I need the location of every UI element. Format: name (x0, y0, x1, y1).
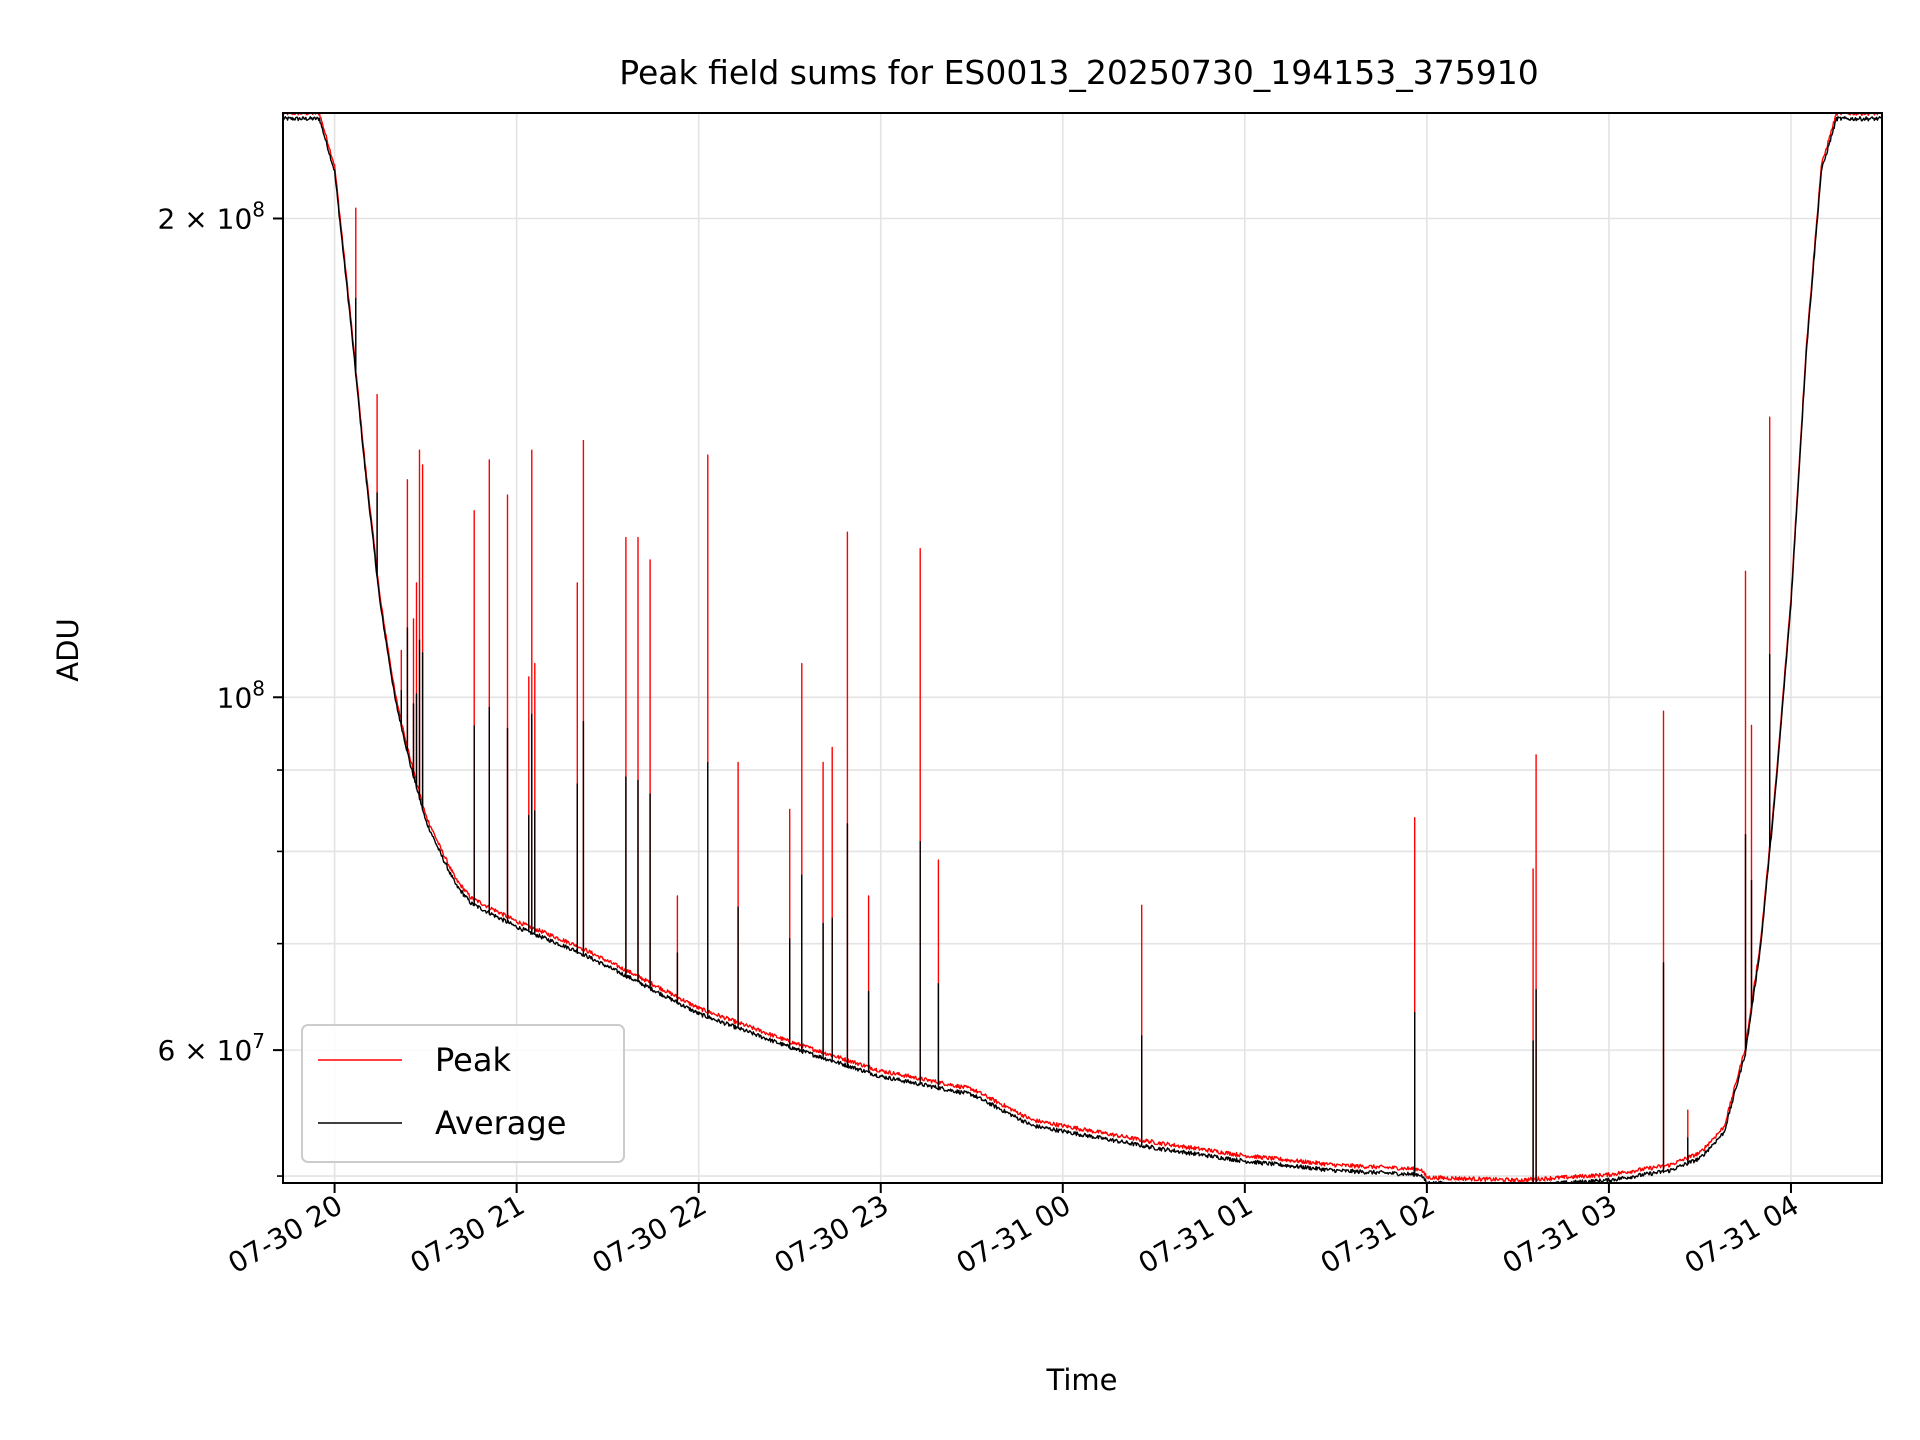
x-tick-label: 07-31 03 (1497, 1188, 1623, 1280)
x-tick-label: 07-31 02 (1315, 1188, 1441, 1280)
y-axis-label: ADU (51, 618, 85, 681)
y-tick-exponent: 7 (252, 1029, 265, 1053)
plot-frame (282, 112, 1883, 1184)
y-tick-mantissa: 10 (217, 681, 253, 714)
chart-title: Peak field sums for ES0013_20250730_1941… (619, 53, 1539, 92)
y-tick-mantissa: 2 × 10 (158, 202, 253, 235)
x-tick-label: 07-30 22 (587, 1188, 713, 1280)
x-tick-label: 07-30 20 (223, 1188, 349, 1280)
legend: Peak Average (301, 1024, 625, 1163)
x-tick-label: 07-30 23 (769, 1188, 895, 1280)
x-axis: 07-30 20 07-30 21 07-30 22 07-30 23 07-31 00… (223, 1183, 1805, 1280)
y-tick-label: 6 × 107 (158, 1029, 265, 1067)
y-tick-label: 2 × 108 (158, 197, 265, 235)
x-tick-label: 07-30 21 (405, 1188, 531, 1280)
series-line-peak (283, 113, 1880, 1183)
y-tick-exponent: 8 (252, 197, 265, 221)
x-tick-label: 07-31 01 (1133, 1188, 1259, 1280)
y-tick-exponent: 8 (252, 676, 265, 700)
y-tick-mantissa: 6 × 10 (158, 1034, 253, 1067)
y-tick-label: 108 (217, 676, 265, 714)
series-line-average (283, 116, 1882, 1183)
x-tick-label: 07-31 00 (951, 1188, 1077, 1280)
grid (283, 113, 1882, 1183)
x-tick-label: 07-31 04 (1679, 1188, 1805, 1280)
legend-label-average: Average (435, 1104, 566, 1142)
x-axis-label: Time (1046, 1363, 1118, 1397)
legend-label-peak: Peak (435, 1041, 511, 1079)
